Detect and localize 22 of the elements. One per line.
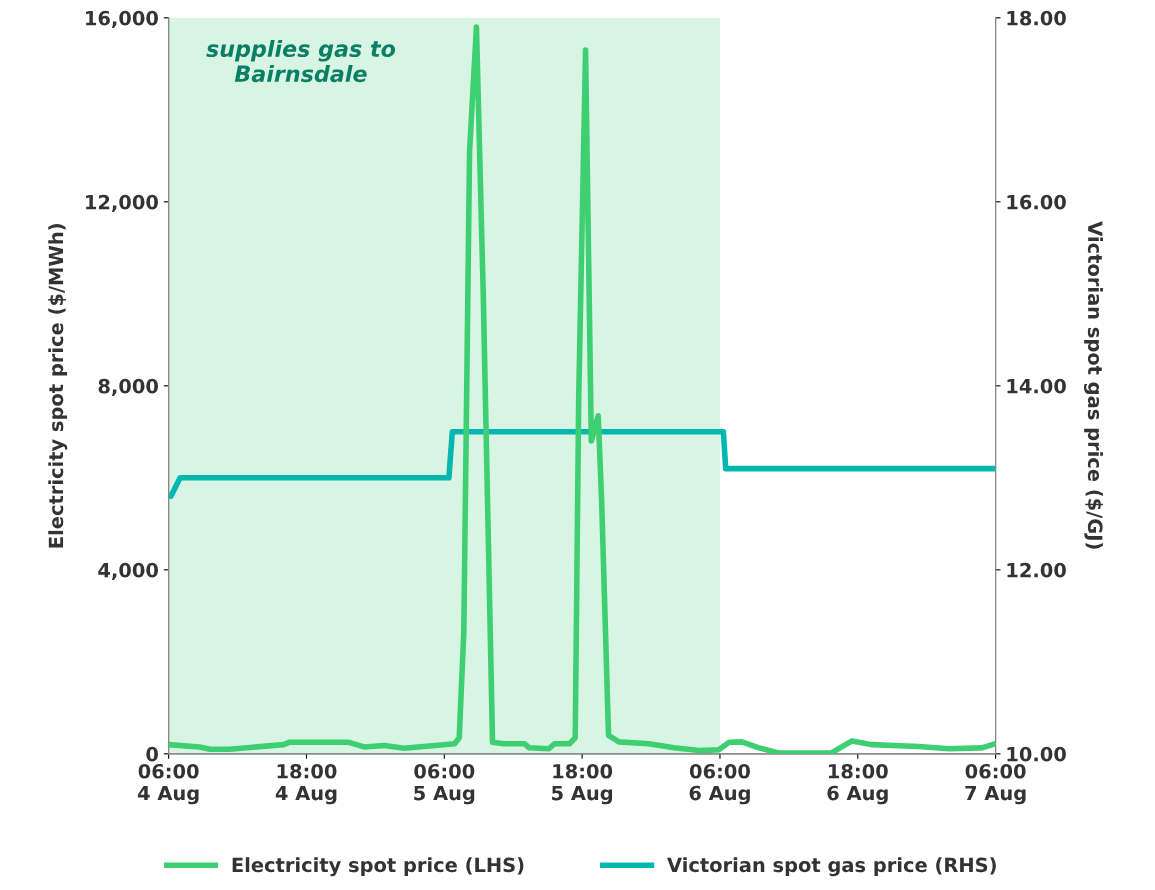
y-tick-label: 8,000 [98,378,158,396]
y-tick-label: 4,000 [98,562,158,580]
y-axis-title: Electricity spot price ($/MWh) [48,224,68,548]
y-tick-label: 0 [146,746,158,762]
y2-axis-title: Victorian spot gas price ($/GJ) [1083,221,1103,549]
legend-label: Electricity spot price (LHS) [232,857,524,877]
y-tick-label: 12,000 [86,194,158,212]
y2-tick-label: 18.00 [1007,10,1066,26]
x-tick-label: 06:00 7 Aug [965,763,1026,805]
y-tick-label: 16,000 [86,10,158,28]
band-label: supplies gas to Bairnsdale [206,39,396,83]
y2-tick-label: 12.00 [1007,562,1066,578]
x-tick-label: 06:00 4 Aug [137,763,199,805]
x-tick-label: 06:00 5 Aug [414,763,475,805]
legend-label: Victorian spot gas price (RHS) [667,857,996,877]
x-tick-label: 18:00 5 Aug [552,763,613,805]
y2-tick-label: 14.00 [1007,378,1066,394]
x-tick-label: 18:00 6 Aug [827,763,888,805]
y2-tick-label: 10.00 [1007,746,1066,762]
x-tick-label: 18:00 4 Aug [275,763,337,805]
y2-tick-label: 16.00 [1007,194,1066,210]
x-tick-label: 06:00 6 Aug [689,763,750,805]
